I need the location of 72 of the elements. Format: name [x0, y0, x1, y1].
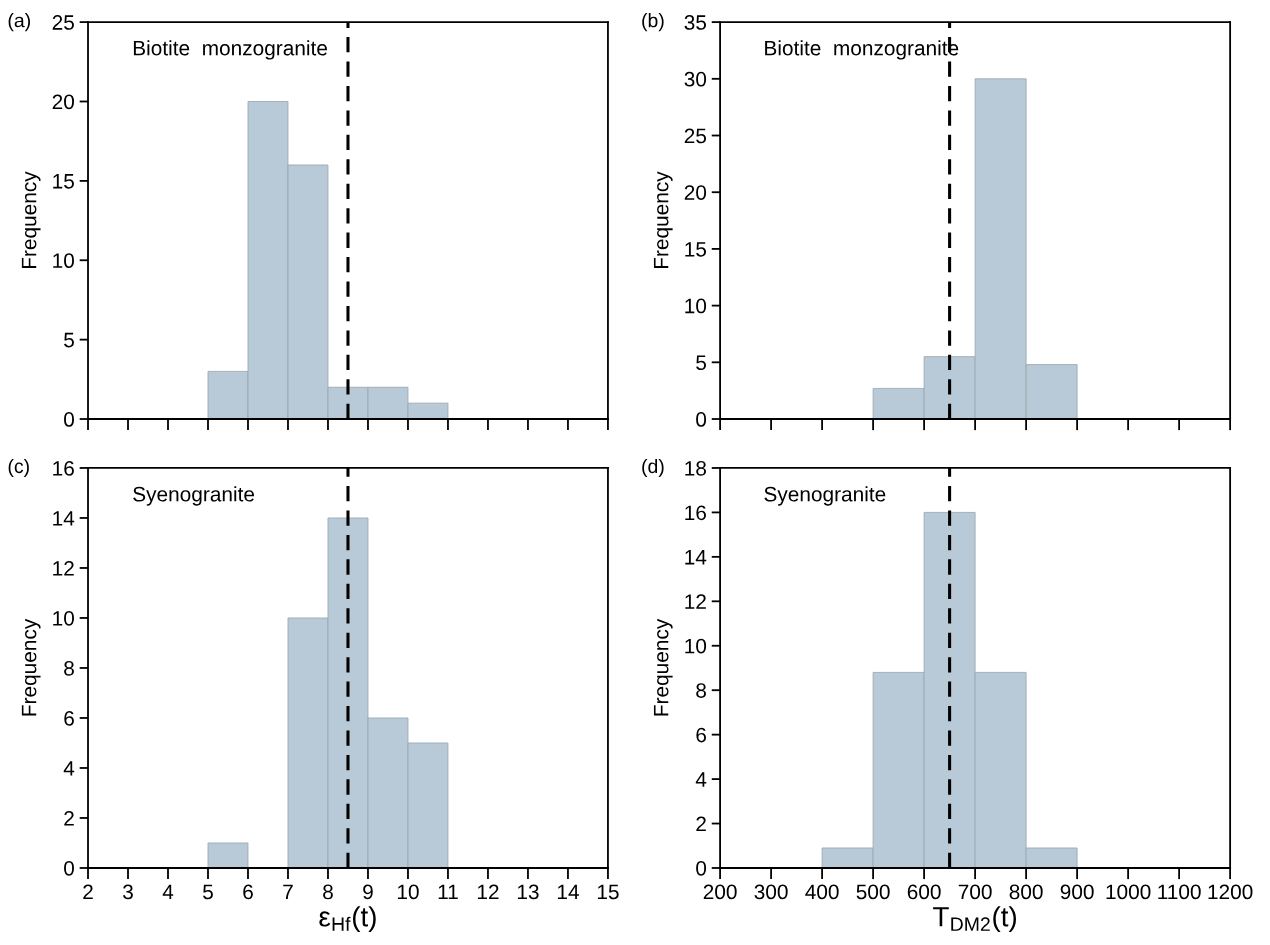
annotation: Syenogranite: [133, 486, 255, 506]
x-tick-label: 300: [754, 884, 788, 900]
y-tick-label: 16: [53, 460, 74, 476]
x-tick-label: 10: [397, 884, 419, 900]
x-tick-label: 1100: [1158, 884, 1201, 900]
x-tick-label: 1200: [1208, 884, 1253, 900]
y-tick-label: 15: [53, 174, 74, 189]
y-tick-label: 10: [53, 610, 74, 626]
x-tick-label: 9: [363, 884, 373, 900]
annotation: Syenogranite: [764, 486, 886, 506]
y-tick-label: 0: [64, 412, 74, 427]
x-tick-label: 15: [597, 884, 619, 900]
y-tick-label: 14: [685, 550, 707, 565]
x-tick-label: 7: [283, 884, 293, 900]
y-tick-label: 30: [684, 71, 707, 87]
text: (a): [8, 13, 30, 32]
y-tick-label: 10: [685, 298, 707, 314]
y-tick-label: 20: [684, 185, 707, 200]
x-tick-label: 400: [805, 884, 839, 900]
text: (c): [8, 458, 29, 478]
x-tick-label: 6: [243, 884, 253, 900]
y-tick-label: 0: [64, 860, 74, 876]
x-tick-label: 8: [323, 884, 333, 900]
y-tick-label: 0: [696, 412, 707, 427]
y-tick-label: 35: [684, 15, 707, 30]
y-tick-label: 2: [696, 816, 706, 832]
y-tick-label: 5: [64, 332, 74, 348]
y-tick-label: 2: [64, 810, 74, 826]
text: (b): [642, 13, 664, 32]
x-tick-label: 2: [83, 884, 93, 900]
x-tick-label: 14: [557, 884, 579, 900]
y-tick-label: 6: [64, 710, 74, 726]
y-tick-label: 12: [685, 594, 706, 609]
y-axis-title: Frequency: [653, 171, 673, 269]
y-tick-label: 25: [52, 15, 74, 30]
y-tick-label: 10: [685, 638, 707, 654]
x-axis-title: ε$_{Hf}$(t): [319, 906, 376, 933]
y-axis-title: Frequency: [21, 171, 41, 269]
y-tick-label: 16: [685, 505, 706, 521]
x-tick-label: 12: [477, 884, 499, 900]
y-axis-title: Frequency: [21, 618, 41, 716]
x-tick-label: 5: [203, 884, 213, 900]
text: (d): [642, 458, 664, 478]
y-tick-label: 25: [684, 128, 707, 144]
y-tick-label: 14: [53, 511, 75, 526]
annotation: Biotite monzogranite: [765, 40, 959, 60]
y-tick-label: 20: [52, 94, 74, 110]
y-tick-label: 18: [685, 460, 706, 476]
x-tick-label: 900: [1060, 884, 1094, 900]
x-tick-label: 800: [1009, 884, 1043, 900]
y-tick-label: 15: [685, 242, 707, 257]
y-tick-label: 10: [53, 253, 74, 269]
y-tick-label: 4: [695, 772, 707, 787]
y-tick-label: 12: [53, 560, 74, 576]
x-tick-label: 4: [162, 884, 174, 900]
y-tick-label: 6: [696, 727, 706, 743]
x-tick-label: 3: [123, 884, 133, 900]
y-tick-label: 8: [696, 683, 706, 698]
y-axis-title: Frequency: [653, 618, 673, 716]
x-tick-label: 600: [907, 884, 941, 900]
x-tick-label: 700: [958, 884, 992, 900]
y-tick-label: 0: [696, 860, 707, 876]
y-tick-label: 4: [63, 761, 75, 776]
annotation: Biotite monzogranite: [133, 40, 327, 60]
y-tick-label: 5: [696, 355, 707, 371]
x-tick-label: 13: [517, 884, 539, 900]
x-tick-label: 200: [703, 884, 737, 900]
x-axis-title: T$_{DM2}$(t): [933, 906, 1017, 933]
y-tick-label: 8: [64, 660, 74, 676]
x-tick-label: 11: [438, 884, 458, 900]
x-tick-label: 1000: [1106, 884, 1151, 900]
x-tick-label: 500: [856, 884, 890, 900]
